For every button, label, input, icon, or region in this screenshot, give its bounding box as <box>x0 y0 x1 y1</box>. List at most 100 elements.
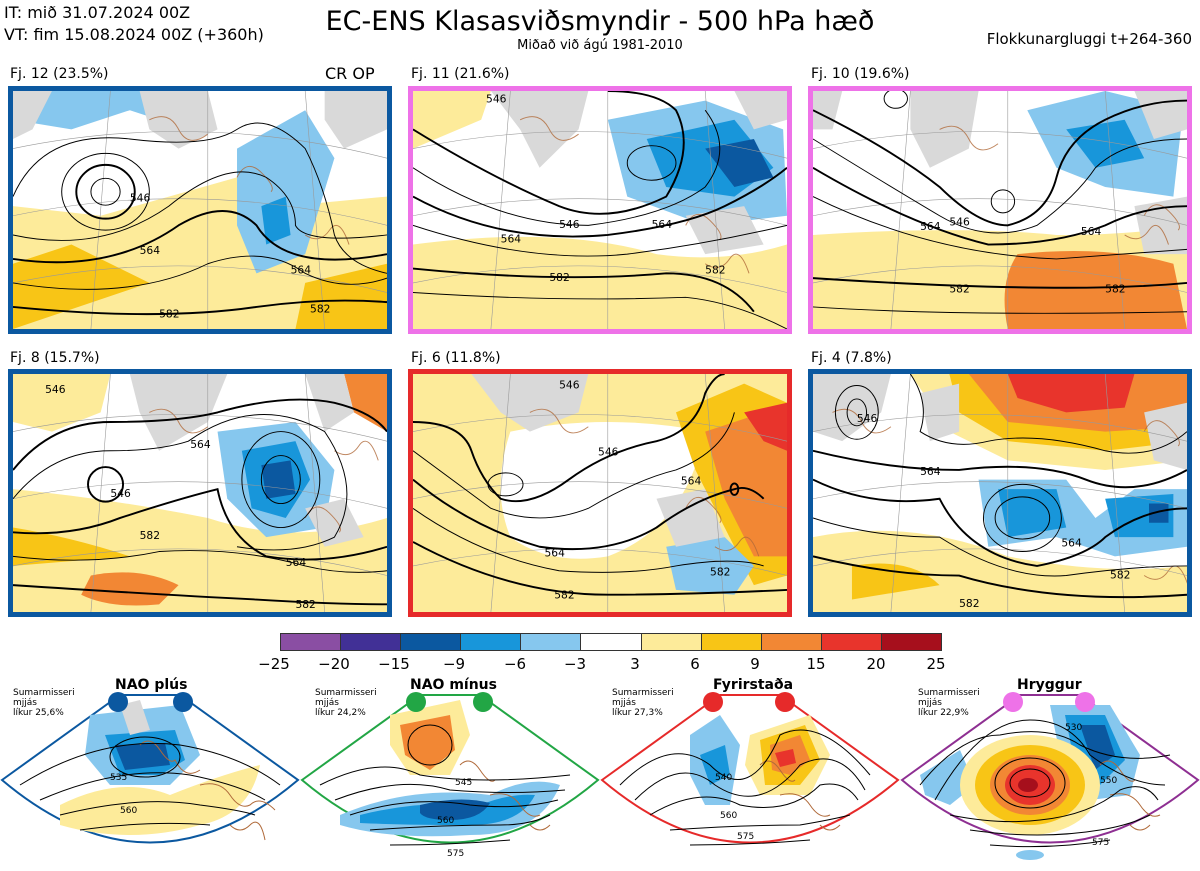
issue-time: IT: mið 31.07.2024 00Z <box>4 3 191 22</box>
contour-label: 540 <box>715 773 732 783</box>
cluster-map-12: 546 564 564 582 582 <box>8 86 392 334</box>
contour-label: 564 <box>291 263 312 276</box>
colorbar-tick: −15 <box>378 655 410 673</box>
cluster-map-6: 546 546 564 564 582 582 <box>408 369 792 617</box>
regime-note: Sumarmisseri mjjás líkur 25,6% <box>13 688 75 718</box>
regime-nao-minus: 545 560 575 <box>300 675 600 871</box>
contour-label: 564 <box>652 218 673 231</box>
panel-label-2: Fj. 11 (21.6%) <box>411 66 510 82</box>
colorbar-swatch <box>461 634 522 650</box>
contour-label: 546 <box>598 446 619 459</box>
contour-label: 564 <box>920 465 941 478</box>
contour-label: 564 <box>1061 537 1082 550</box>
contour-label: 550 <box>1100 776 1117 786</box>
contour-label: 564 <box>544 546 565 559</box>
contour-label: 546 <box>45 383 66 396</box>
contour-label: 564 <box>190 438 211 451</box>
regime-title-blocking: Fyrirstaða <box>713 677 794 693</box>
contour-label: 535 <box>110 773 127 783</box>
colorbar-tick: −3 <box>563 655 587 673</box>
colorbar-tick: −20 <box>318 655 350 673</box>
contour-label: 582 <box>554 589 574 602</box>
colorbar-tick: −6 <box>503 655 527 673</box>
regime-blocking: 540 560 575 <box>600 675 900 871</box>
cluster-map-10: 546 564 564 582 582 <box>808 86 1192 334</box>
regime-title-nao-plus: NAO plús <box>115 677 188 693</box>
contour-label: 545 <box>455 778 472 788</box>
regime-marker-dot <box>406 692 426 712</box>
regime-note: Sumarmisseri mjjás líkur 27,3% <box>612 688 674 718</box>
contour-label: 546 <box>949 215 970 228</box>
cluster-map-4: 546 564 564 582 582 <box>808 369 1192 617</box>
regime-marker-dot <box>775 692 795 712</box>
header-info: IT: mið 31.07.2024 00Z VT: fim 15.08.202… <box>4 2 264 46</box>
valid-time: VT: fim 15.08.2024 00Z (+360h) <box>4 25 264 44</box>
colorbar-tick: 25 <box>926 655 946 673</box>
colorbar-swatch <box>281 634 342 650</box>
panel-op-marker: CR OP <box>325 64 375 83</box>
contour-label: 546 <box>130 191 151 204</box>
regime-ridge: 530 550 575 <box>900 675 1200 871</box>
contour-label: 560 <box>720 811 737 821</box>
contour-label: 564 <box>501 233 522 246</box>
contour-label: 582 <box>1105 283 1125 296</box>
cluster-map-8: 546 546 564 564 582 582 <box>8 369 392 617</box>
regime-marker-dot <box>473 692 493 712</box>
colorbar-tick: −25 <box>258 655 290 673</box>
contour-label: 546 <box>559 218 580 231</box>
colorbar-tick: 15 <box>806 655 826 673</box>
contour-label: 575 <box>447 849 464 859</box>
contour-label: 564 <box>140 244 161 257</box>
colorbar-tick: 20 <box>866 655 886 673</box>
contour-label: 564 <box>920 220 941 233</box>
colorbar-swatch <box>881 634 942 650</box>
contour-label: 582 <box>705 263 725 276</box>
colorbar-swatch <box>641 634 702 650</box>
contour-label: 546 <box>486 93 507 106</box>
contour-label: 582 <box>159 308 179 321</box>
regime-title-ridge: Hryggur <box>1017 677 1082 693</box>
contour-label: 560 <box>120 806 137 816</box>
panel-label-1: Fj. 12 (23.5%) <box>10 66 109 82</box>
colorbar-tick: −9 <box>442 655 466 673</box>
colorbar-swatch <box>821 634 882 650</box>
contour-label: 575 <box>1092 838 1109 848</box>
contour-label: 564 <box>286 556 307 569</box>
colorbar-swatch <box>761 634 822 650</box>
regime-note: Sumarmisseri mjjás líkur 24,2% <box>315 688 377 718</box>
contour-label: 546 <box>857 412 878 425</box>
contour-label: 560 <box>437 816 454 826</box>
colorbar-swatch <box>341 634 402 650</box>
contour-label: 582 <box>710 566 730 579</box>
panel-label-5: Fj. 6 (11.8%) <box>411 350 501 366</box>
regime-marker-dot <box>108 692 128 712</box>
cluster-map-11: 546 546 564 564 582 582 <box>408 86 792 334</box>
regime-nao-plus: 535 560 <box>0 675 300 871</box>
contour-label: 546 <box>559 378 580 391</box>
contour-label: 582 <box>1110 568 1130 581</box>
colorbar-tick: 6 <box>690 655 700 673</box>
contour-label: 582 <box>949 283 969 296</box>
contour-label: 582 <box>549 271 569 284</box>
colorbar-swatch <box>401 634 462 650</box>
contour-label: 564 <box>681 474 702 487</box>
contour-label: 582 <box>959 597 979 610</box>
regime-note: Sumarmisseri mjjás líkur 22,9% <box>918 688 980 718</box>
regime-marker-dot <box>1075 692 1095 712</box>
panel-label-4: Fj. 8 (15.7%) <box>10 350 100 366</box>
page-title: EC-ENS Klasasviðsmyndir - 500 hPa hæð <box>325 6 875 37</box>
anomaly-colorbar <box>280 633 942 651</box>
regime-title-nao-minus: NAO mínus <box>410 677 497 693</box>
classification-window: Flokkunargluggi t+264-360 <box>986 30 1192 48</box>
contour-label: 564 <box>1081 225 1102 238</box>
colorbar-tick: 9 <box>750 655 760 673</box>
regime-marker-dot <box>1003 692 1023 712</box>
regime-marker-dot <box>703 692 723 712</box>
colorbar-swatch <box>521 634 582 650</box>
regime-marker-dot <box>173 692 193 712</box>
page-subtitle: Miðað við ágú 1981-2010 <box>517 38 683 53</box>
panel-label-3: Fj. 10 (19.6%) <box>811 66 910 82</box>
contour-label: 575 <box>737 832 754 842</box>
contour-label: 582 <box>310 303 330 316</box>
colorbar-tick: 3 <box>630 655 640 673</box>
